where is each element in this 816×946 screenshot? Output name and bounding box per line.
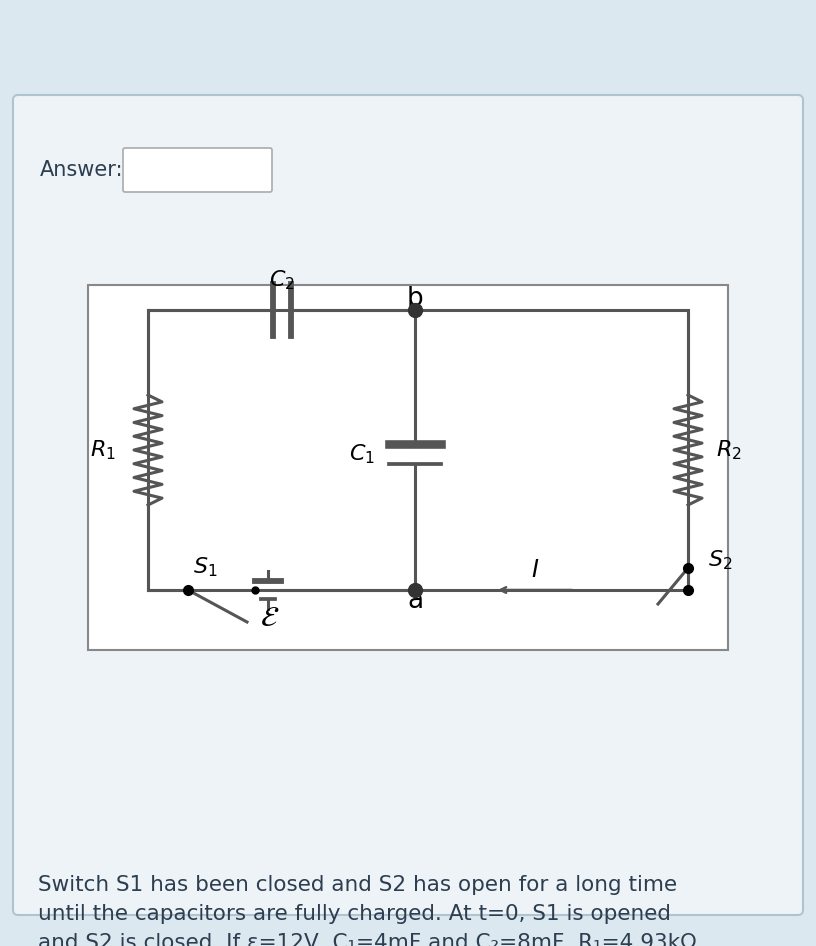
Text: $I$: $I$ bbox=[531, 558, 539, 582]
Text: $S_2$: $S_2$ bbox=[708, 548, 733, 571]
Text: a: a bbox=[407, 588, 423, 614]
FancyBboxPatch shape bbox=[123, 148, 272, 192]
FancyBboxPatch shape bbox=[13, 95, 803, 915]
Text: Switch S1 has been closed and S2 has open for a long time
until the capacitors a: Switch S1 has been closed and S2 has ope… bbox=[38, 875, 697, 946]
Text: $C_1$: $C_1$ bbox=[349, 442, 375, 465]
Text: $S_1$: $S_1$ bbox=[193, 555, 217, 579]
Text: b: b bbox=[406, 286, 424, 312]
Text: $R_2$: $R_2$ bbox=[716, 438, 742, 462]
Bar bbox=[88, 285, 728, 650]
Text: $\mathcal{E}$: $\mathcal{E}$ bbox=[260, 604, 280, 632]
Text: $C_2$: $C_2$ bbox=[268, 268, 295, 291]
Text: $R_1$: $R_1$ bbox=[90, 438, 116, 462]
Text: Answer:: Answer: bbox=[40, 160, 123, 180]
